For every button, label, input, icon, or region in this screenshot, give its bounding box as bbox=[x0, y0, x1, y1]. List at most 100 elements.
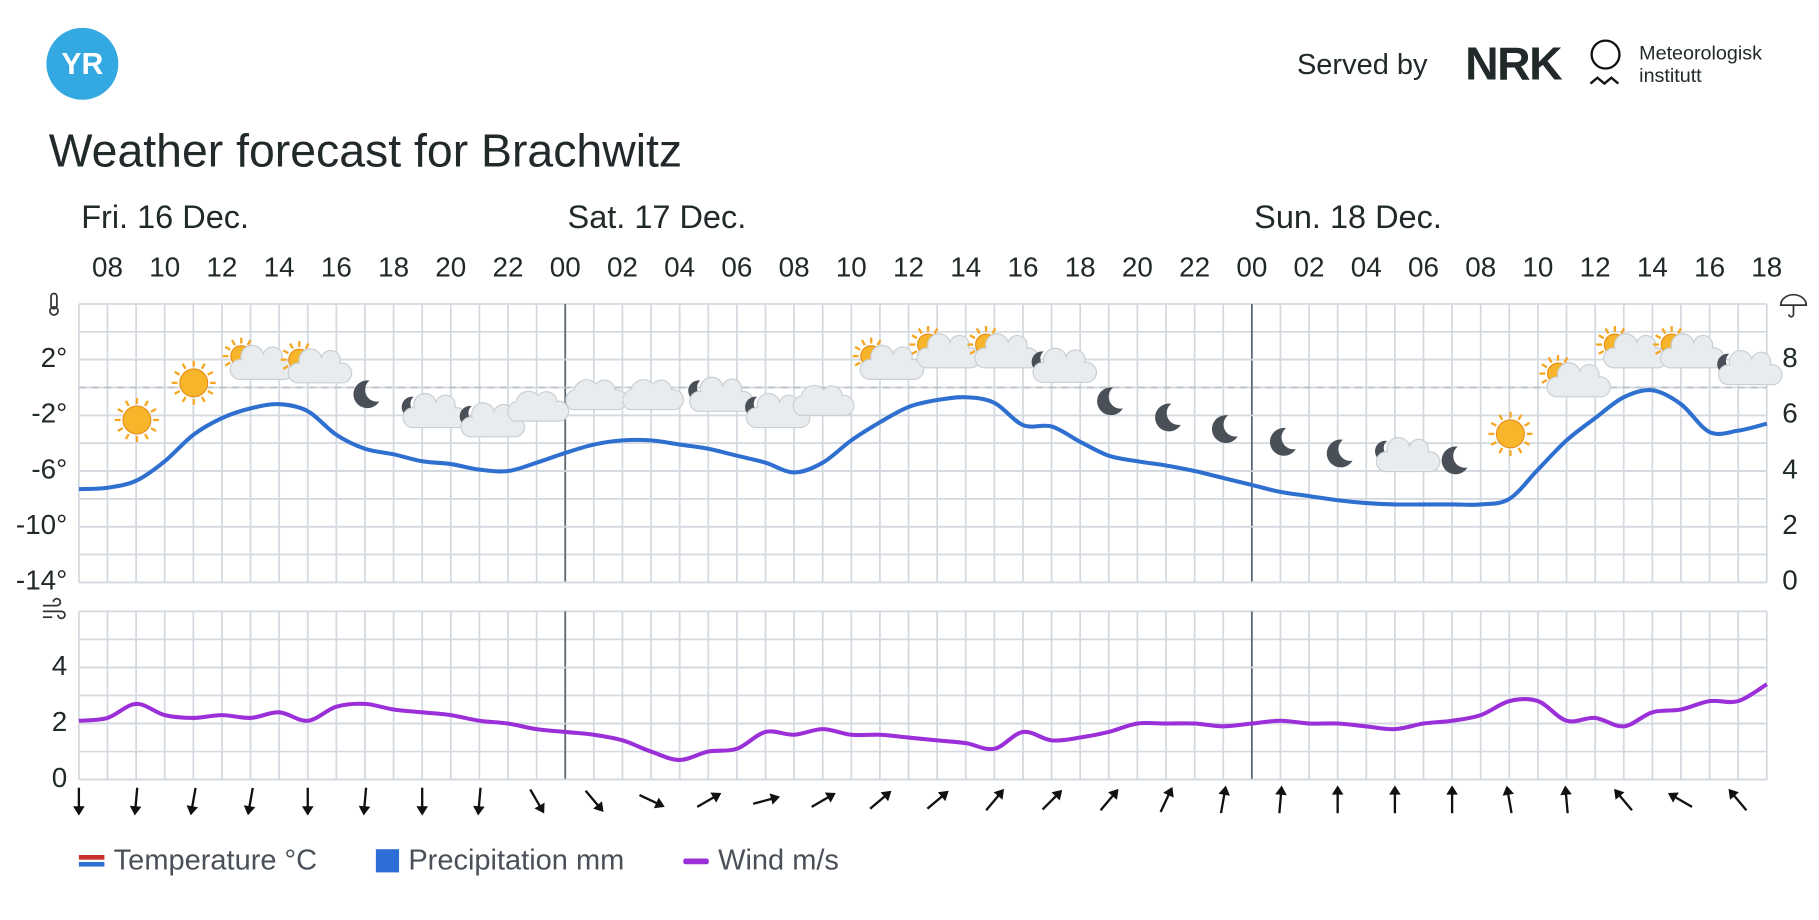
line bbox=[78, 682, 1768, 763]
met-logo bbox=[1590, 39, 1621, 70]
wind-arrow bbox=[473, 787, 485, 816]
x-tick-label: 00 bbox=[550, 252, 581, 283]
cloud bbox=[1546, 362, 1611, 398]
y2-tick-label: 0 bbox=[1782, 565, 1797, 596]
sun-ray bbox=[975, 327, 981, 335]
yr-logo[interactable] bbox=[46, 27, 119, 100]
sun-ray bbox=[1620, 327, 1626, 335]
wind-arrow bbox=[869, 790, 892, 810]
wind-arrow bbox=[1560, 785, 1572, 814]
sun-ray bbox=[1547, 356, 1553, 364]
weather-icon bbox=[1326, 439, 1353, 468]
sun-ray bbox=[1490, 421, 1497, 427]
x-tick-label: 08 bbox=[1465, 252, 1496, 283]
sun-ray bbox=[282, 349, 289, 355]
cloud bbox=[689, 376, 754, 412]
arrow-head bbox=[129, 805, 142, 816]
x-tick-label: 16 bbox=[1007, 252, 1038, 283]
wind-arrow bbox=[1502, 785, 1515, 814]
sun-ray bbox=[150, 407, 157, 413]
legend-label: Temperature °C bbox=[114, 845, 317, 877]
sun-ray bbox=[917, 327, 923, 335]
sun-ray bbox=[117, 427, 124, 433]
arrow-head bbox=[1728, 788, 1739, 800]
wind-arrow bbox=[1614, 788, 1633, 812]
x-tick-label: 08 bbox=[779, 252, 810, 283]
wind-arrow bbox=[73, 787, 85, 816]
sun-ray bbox=[1541, 378, 1548, 384]
weather-icon bbox=[1031, 347, 1097, 383]
sun-ray bbox=[200, 396, 206, 403]
sun-ray bbox=[304, 342, 310, 350]
weather-icon bbox=[565, 379, 628, 411]
wind-arrow bbox=[752, 793, 781, 805]
arrow-head bbox=[993, 788, 1005, 800]
arrow-head bbox=[880, 790, 892, 802]
arrow-head bbox=[73, 806, 85, 816]
arrow-head bbox=[473, 805, 485, 816]
sun-ray bbox=[911, 334, 918, 340]
x-tick-label: 18 bbox=[1751, 252, 1782, 283]
weather-icon bbox=[353, 380, 380, 409]
moon bbox=[353, 380, 380, 409]
moon bbox=[1326, 439, 1353, 468]
weather-icon bbox=[909, 326, 981, 369]
arrow-head bbox=[824, 792, 836, 803]
cloud bbox=[622, 379, 684, 411]
day-label: Sun. 18 Dec. bbox=[1254, 199, 1442, 235]
x-tick-label: 22 bbox=[493, 252, 524, 283]
wind-arrow bbox=[639, 794, 665, 809]
wind-arrow bbox=[301, 787, 314, 816]
sun-ray bbox=[1598, 349, 1605, 355]
sun-ray bbox=[1677, 327, 1682, 335]
wind-arrow bbox=[1159, 786, 1174, 813]
cloud bbox=[565, 379, 628, 411]
sun bbox=[122, 405, 152, 435]
x-tick-label: 02 bbox=[1294, 252, 1325, 283]
sun-ray bbox=[1598, 334, 1605, 340]
line bbox=[78, 388, 1768, 507]
sun-ray bbox=[117, 407, 124, 413]
weather-icon bbox=[1488, 411, 1533, 456]
sun-ray bbox=[224, 361, 231, 367]
sun-ray bbox=[1498, 414, 1504, 421]
x-tick-label: 12 bbox=[1580, 252, 1611, 283]
weather-icon bbox=[222, 337, 295, 380]
sun bbox=[179, 368, 209, 398]
arrow-head bbox=[1560, 785, 1572, 796]
x-tick-label: 14 bbox=[1637, 252, 1668, 283]
weather-icon bbox=[1539, 355, 1611, 398]
weather-icon bbox=[1441, 446, 1468, 475]
sun-ray bbox=[1655, 334, 1662, 340]
legend-swatch bbox=[683, 858, 709, 865]
sun-ray bbox=[860, 339, 866, 346]
sun-ray bbox=[1604, 327, 1610, 335]
sun-ray bbox=[1523, 421, 1531, 427]
sun-ray bbox=[150, 427, 157, 433]
cloud bbox=[1032, 347, 1097, 383]
x-tick-label: 18 bbox=[378, 252, 409, 283]
x-tick-label: 10 bbox=[836, 252, 867, 283]
arrow-head bbox=[1275, 785, 1287, 796]
weather-icon bbox=[622, 379, 684, 411]
x-tick-label: 08 bbox=[92, 252, 123, 283]
sun-ray bbox=[207, 389, 214, 395]
umbrella-icon bbox=[1779, 293, 1808, 318]
cloud bbox=[287, 348, 353, 384]
arrow-head bbox=[301, 806, 314, 816]
weather-icon bbox=[1097, 387, 1123, 416]
arrow-head bbox=[1389, 785, 1401, 795]
sun-ray bbox=[1490, 441, 1497, 446]
weather-icon bbox=[171, 360, 216, 405]
y2-tick-label: 6 bbox=[1782, 398, 1797, 429]
sun-ray bbox=[991, 327, 997, 335]
sun-ray bbox=[174, 370, 181, 376]
cloud bbox=[1660, 333, 1725, 369]
wind-arrow bbox=[416, 787, 428, 816]
sun-ray bbox=[1517, 447, 1523, 454]
sun-ray bbox=[124, 400, 130, 407]
y2-tick-label: 4 bbox=[1782, 453, 1797, 484]
moon bbox=[1441, 446, 1468, 475]
x-tick-label: 14 bbox=[950, 252, 981, 283]
